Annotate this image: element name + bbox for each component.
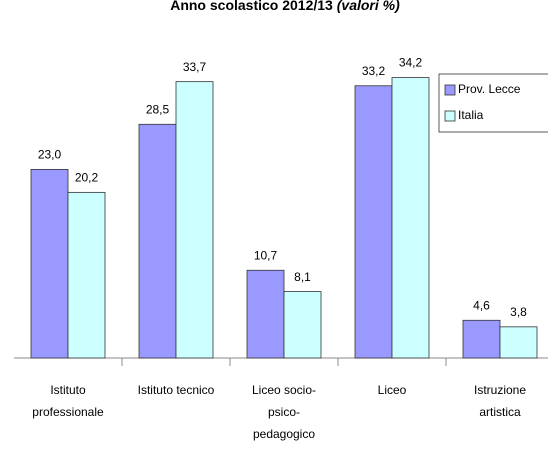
value-label: 20,2 [75,171,99,185]
x-tick-label: Liceo [377,383,407,397]
value-label: 23,0 [38,148,62,162]
value-label: 10,7 [254,248,278,262]
bar [499,326,538,359]
title-note: (valori %) [337,0,400,13]
value-label: 33,2 [362,64,386,78]
x-tick-label: Istituto tecnico [137,383,215,397]
bar [67,191,106,359]
bar [138,123,177,359]
value-label: 28,5 [146,102,170,116]
legend-label: Italia [458,108,484,122]
legend-swatch [444,110,456,122]
bar [246,269,285,359]
bar [175,81,214,359]
bar [354,85,393,359]
legend-box [438,73,548,133]
legend-label: Prov. Lecce [458,82,521,96]
value-label: 34,2 [399,56,423,70]
bar [30,168,69,359]
value-label: 33,7 [183,60,207,74]
title: Anno scolastico 2012/13 [170,0,333,13]
value-label: 8,1 [294,270,311,284]
value-label: 3,8 [510,305,527,319]
x-tick-label: Istruzione artistica [473,383,527,419]
value-label: 4,6 [473,298,490,312]
x-tick-label: Istituto professionale [32,383,104,419]
x-tick-label: Liceo socio-psico-pedagogico [251,383,317,441]
bar [283,291,322,359]
chart-title: Anno scolastico 2012/13 (valori %) [170,0,400,13]
bar [462,319,501,359]
legend-swatch [444,84,456,96]
bar [391,77,430,359]
